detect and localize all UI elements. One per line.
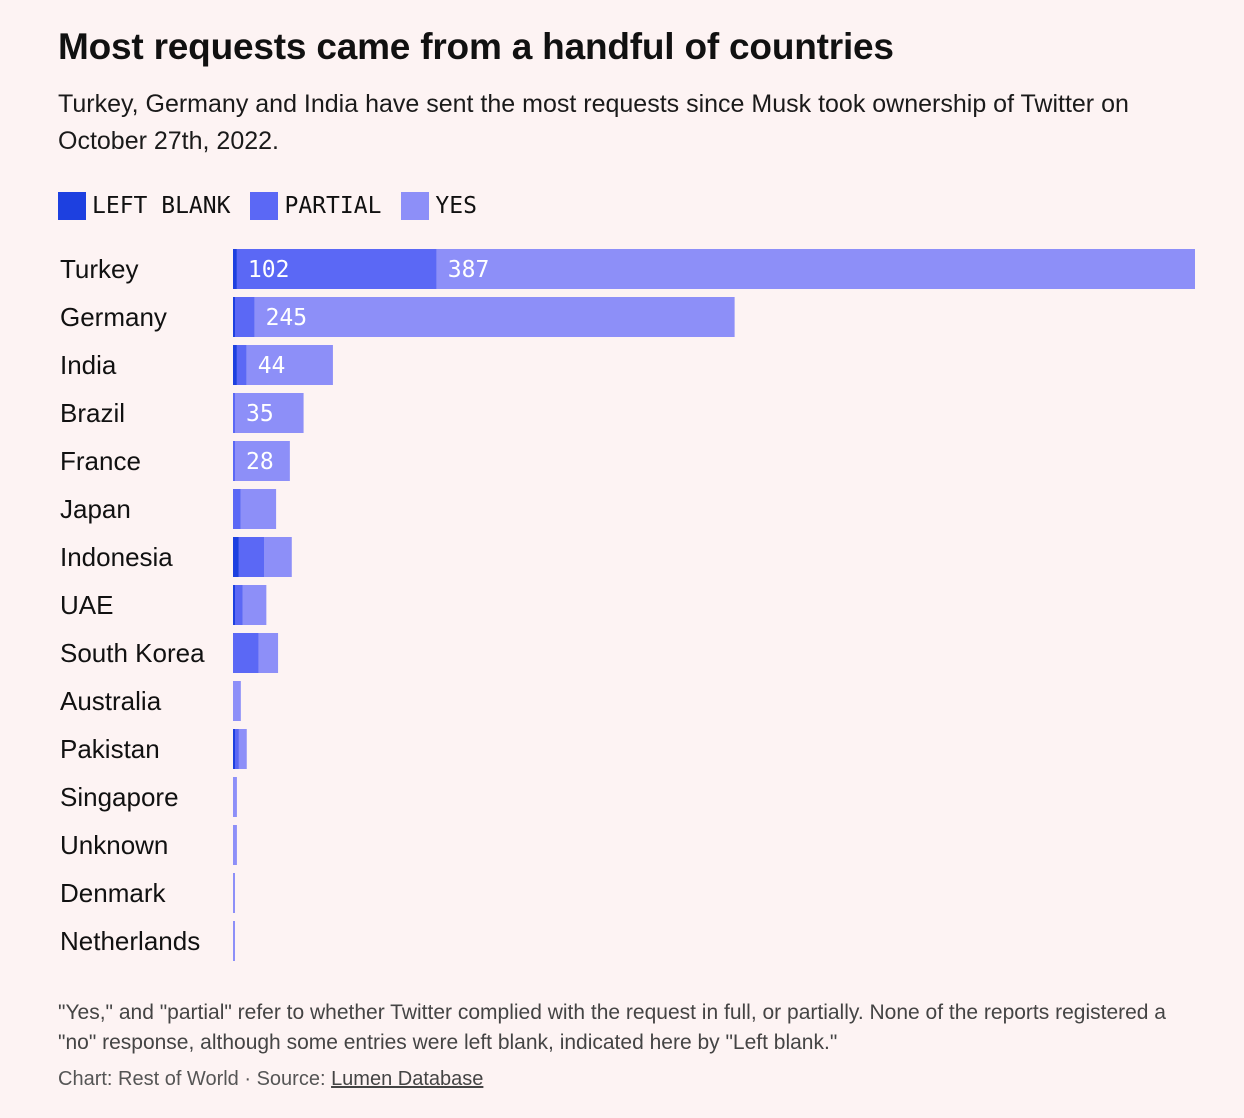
data-label-germany-yes: 245 xyxy=(266,305,308,331)
data-label-india-yes: 44 xyxy=(258,353,286,379)
country-label-india: India xyxy=(60,350,117,380)
chart-credit: Chart: Rest of World · Source: Lumen Dat… xyxy=(58,1068,483,1091)
legend-swatch-left-blank xyxy=(58,192,86,220)
legend-label-partial: PARTIAL xyxy=(284,193,382,219)
bar-turkey-yes xyxy=(436,249,1195,289)
country-label-australia: Australia xyxy=(60,686,162,716)
bar-pakistan-partial xyxy=(235,729,239,769)
bar-germany-yes xyxy=(254,297,735,337)
bar-france-yes xyxy=(235,441,290,481)
credit-prefix: Chart: Rest of World · Source: xyxy=(58,1068,332,1090)
bar-pakistan-left-blank xyxy=(233,729,235,769)
country-label-japan: Japan xyxy=(60,494,131,524)
bar-uae-partial xyxy=(235,585,243,625)
data-label-turkey-partial: 102 xyxy=(248,257,290,283)
bar-india-left-blank xyxy=(233,345,237,385)
data-label-france-yes: 28 xyxy=(246,449,274,475)
bar-india-yes xyxy=(246,345,333,385)
data-label-brazil-yes: 35 xyxy=(246,401,274,427)
legend-label-left-blank: LEFT BLANK xyxy=(92,193,231,219)
legend: LEFT BLANK PARTIAL YES xyxy=(58,192,497,220)
bar-turkey-partial xyxy=(236,249,437,289)
bar-chart: Turkey 102 387 Germany 245 India 44 Brazil 35 Fra… xyxy=(60,249,1195,961)
bar-turkey-left-blank xyxy=(233,249,237,289)
bar-brazil-yes xyxy=(235,393,304,433)
country-label-denmark: Denmark xyxy=(60,878,166,908)
bar-france-partial xyxy=(233,441,235,481)
data-label-turkey-yes: 387 xyxy=(448,257,490,283)
bar-germany-left-blank xyxy=(233,297,235,337)
bar-uae-left-blank xyxy=(233,585,235,625)
chart-subtitle: Turkey, Germany and India have sent the … xyxy=(58,90,1129,155)
bar-pakistan-yes xyxy=(238,729,247,769)
bar-indonesia-left-blank xyxy=(233,537,239,577)
country-label-singapore: Singapore xyxy=(60,782,179,812)
bar-japan-yes xyxy=(240,489,277,529)
bar-brazil-partial xyxy=(233,393,235,433)
country-label-pakistan: Pakistan xyxy=(60,734,160,764)
bar-denmark-yes xyxy=(233,873,235,913)
bar-south-korea-partial xyxy=(233,633,259,673)
bar-germany-partial xyxy=(235,297,255,337)
legend-item-left-blank: LEFT BLANK xyxy=(58,192,230,220)
chart-title: Most requests came from a handful of cou… xyxy=(58,26,894,67)
country-label-unknown: Unknown xyxy=(60,830,168,860)
source-link[interactable]: Lumen Database xyxy=(331,1068,484,1090)
bar-netherlands-yes xyxy=(233,921,235,961)
country-label-brazil: Brazil xyxy=(60,398,125,428)
chart-note: "Yes," and "partial" refer to whether Tw… xyxy=(58,1001,1166,1054)
country-label-france: France xyxy=(60,446,141,476)
bar-indonesia-partial xyxy=(238,537,265,577)
bar-australia-yes xyxy=(233,681,241,721)
bar-south-korea-yes xyxy=(258,633,279,673)
country-label-uae: UAE xyxy=(60,590,113,620)
legend-item-partial: PARTIAL xyxy=(250,192,381,220)
legend-swatch-yes xyxy=(401,192,430,220)
bar-unknown-yes xyxy=(233,825,237,865)
bar-japan-partial xyxy=(233,489,241,529)
country-label-south-korea: South Korea xyxy=(60,638,205,668)
country-label-indonesia: Indonesia xyxy=(60,542,173,572)
country-label-germany: Germany xyxy=(60,302,167,332)
country-label-turkey: Turkey xyxy=(60,254,139,284)
legend-swatch-partial xyxy=(250,192,279,220)
legend-item-yes: YES xyxy=(401,192,477,220)
bar-singapore-yes xyxy=(233,777,237,817)
bar-india-partial xyxy=(236,345,247,385)
country-label-netherlands: Netherlands xyxy=(60,926,200,956)
bar-indonesia-yes xyxy=(264,537,292,577)
legend-label-yes: YES xyxy=(435,193,477,219)
bar-uae-yes xyxy=(242,585,267,625)
